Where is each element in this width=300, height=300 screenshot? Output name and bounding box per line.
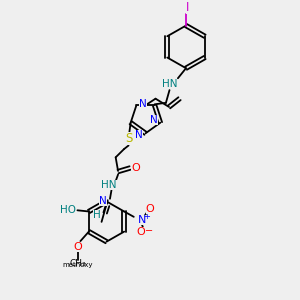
Text: N: N bbox=[100, 196, 107, 206]
Text: N: N bbox=[150, 115, 158, 125]
Text: I: I bbox=[185, 1, 189, 14]
Text: methoxy: methoxy bbox=[63, 262, 93, 268]
Text: O: O bbox=[131, 163, 140, 173]
Text: O: O bbox=[136, 227, 145, 237]
Text: HN: HN bbox=[162, 79, 177, 88]
Text: H: H bbox=[94, 210, 101, 220]
Text: N: N bbox=[139, 99, 147, 109]
Text: +: + bbox=[143, 212, 150, 221]
Text: S: S bbox=[125, 133, 132, 146]
Text: N: N bbox=[137, 215, 146, 225]
Text: CH₃: CH₃ bbox=[69, 259, 86, 268]
Text: HN: HN bbox=[101, 180, 117, 190]
Text: N: N bbox=[135, 130, 143, 140]
Text: O: O bbox=[146, 204, 154, 214]
Text: O: O bbox=[74, 242, 82, 252]
Text: −: − bbox=[145, 226, 153, 236]
Text: HO: HO bbox=[60, 205, 76, 215]
